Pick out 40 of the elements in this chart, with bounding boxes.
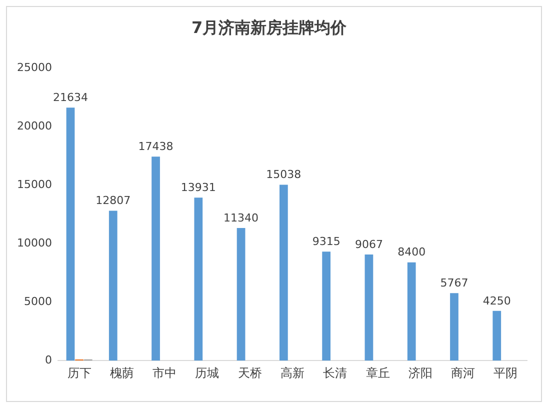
data-label: 9067 — [354, 238, 383, 251]
bar — [236, 228, 246, 361]
y-tick-label: 0 — [44, 353, 52, 366]
y-tick-label: 5000 — [24, 294, 52, 308]
data-label: 12807 — [96, 194, 131, 208]
y-tick-label: 10000 — [16, 236, 52, 250]
data-label: 4250 — [482, 294, 511, 308]
bar — [450, 293, 458, 361]
y-tick-label: 20000 — [16, 120, 52, 133]
x-tick-label: 历下 — [67, 366, 92, 380]
bar — [280, 184, 288, 361]
x-tick-label: 章丘 — [366, 366, 390, 380]
x-tick-label: 长清 — [323, 366, 348, 380]
x-tick-label: 济阳 — [408, 366, 432, 380]
bar — [492, 310, 502, 361]
x-tick-label: 平阴 — [494, 366, 518, 380]
x-tick-label: 市中 — [152, 366, 177, 380]
data-label: 5767 — [440, 276, 468, 290]
y-tick-label: 15000 — [16, 178, 52, 192]
data-label: 11340 — [224, 211, 259, 224]
bar — [66, 108, 75, 361]
bar — [152, 156, 160, 361]
data-label: 8400 — [398, 246, 426, 259]
x-tick-label: 历城 — [195, 366, 220, 380]
bar — [407, 262, 416, 361]
bar — [194, 198, 203, 361]
bar — [322, 252, 331, 361]
data-label: 13931 — [180, 181, 216, 194]
data-label: 21634 — [53, 90, 88, 104]
x-tick-label: 槐荫 — [110, 366, 134, 380]
bar — [364, 254, 374, 361]
x-tick-label: 商河 — [451, 366, 476, 380]
data-label: 17438 — [138, 140, 174, 154]
bar — [108, 210, 118, 361]
x-tick-label: 高新 — [280, 366, 304, 380]
y-tick-label: 25000 — [16, 61, 52, 74]
data-label: 15038 — [266, 168, 302, 182]
data-label: 9315 — [312, 235, 340, 248]
x-tick-label: 天桥 — [238, 366, 262, 380]
chart-title: 7月济南新房挂牌均价 — [191, 18, 348, 37]
